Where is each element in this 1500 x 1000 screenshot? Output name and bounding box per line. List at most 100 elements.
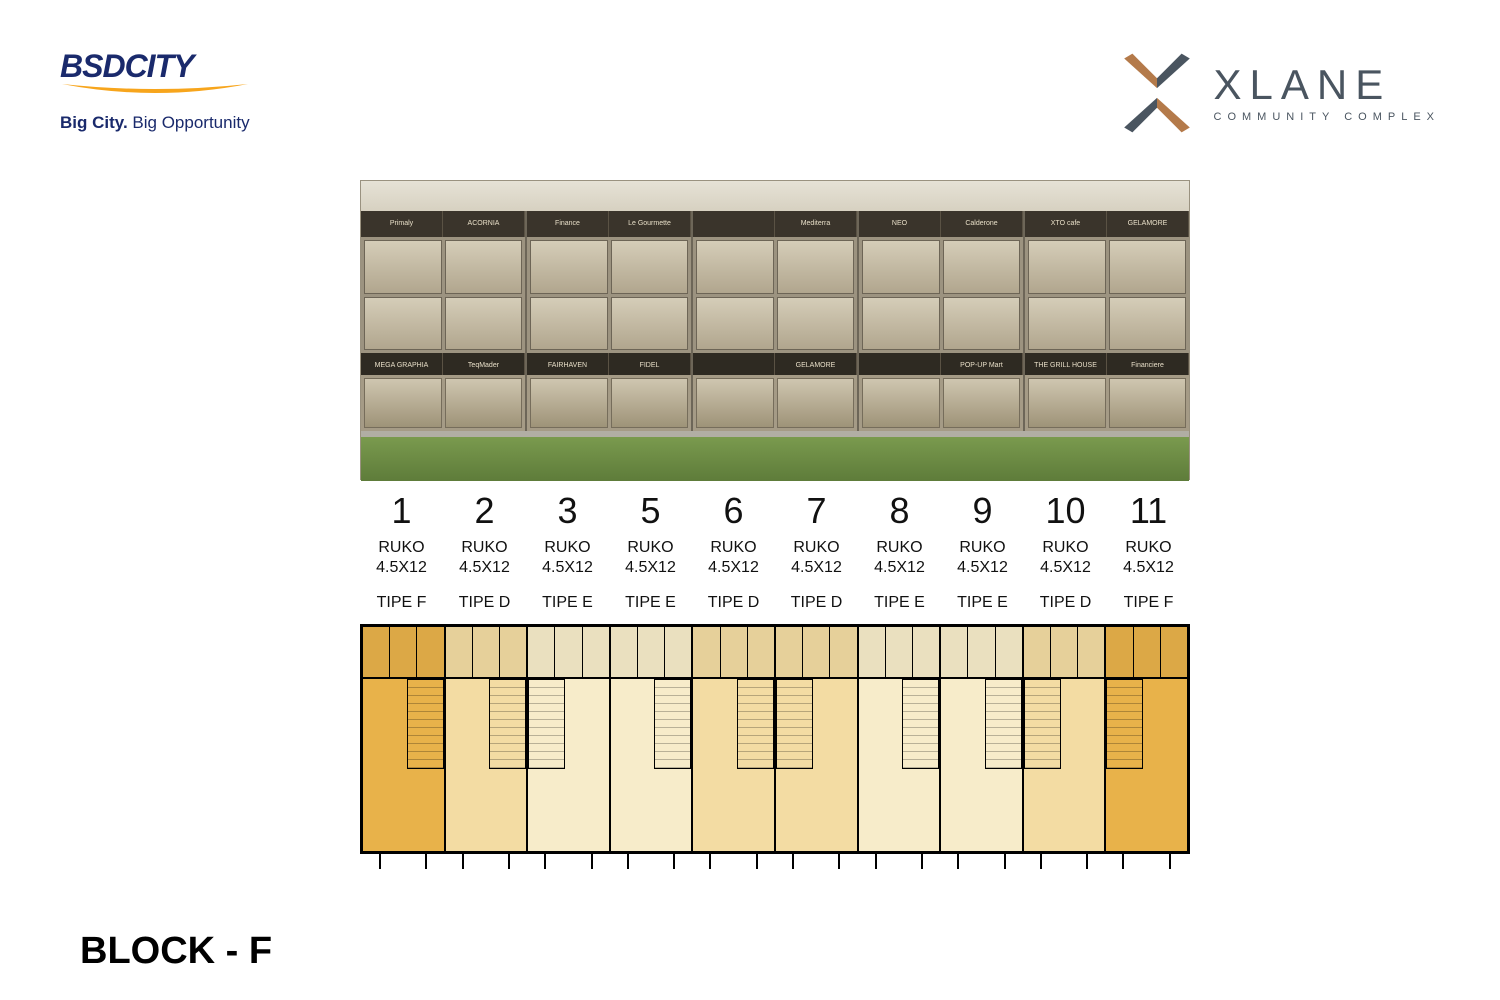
shop-sign: Financiere [1107,353,1189,375]
door [1109,378,1187,428]
bsd-city-logo: BSDCITY Big City. Big Opportunity [60,48,280,133]
unit-type-label: RUKO4.5X12 [1024,538,1107,578]
render-block: Mediterra GELAMORE [693,211,859,431]
unit-label: 9RUKO4.5X12TIPE E [941,490,1024,612]
plan-unit [1106,627,1187,851]
unit-number: 11 [1107,490,1190,532]
unit-type-label: RUKO4.5X12 [858,538,941,578]
plan-entry [792,851,840,869]
bsd-city-wordmark: BSDCITY [60,48,280,85]
plan-entry [875,851,923,869]
window [862,240,940,294]
plan-unit [859,627,942,851]
unit-type-label: RUKO4.5X12 [692,538,775,578]
plan-stairs [407,679,444,769]
unit-label: 3RUKO4.5X12TIPE E [526,490,609,612]
render-block: XTO cafeGELAMORETHE GRILL HOUSEFinancier… [1025,211,1189,431]
unit-tipe: TIPE F [360,594,443,612]
plan-service-strip [941,627,1022,679]
plan-service-strip [1106,627,1187,679]
plan-service-strip [859,627,940,679]
unit-number: 7 [775,490,858,532]
plan-stairs [528,679,565,769]
unit-tipe: TIPE E [858,594,941,612]
shop-sign: POP-UP Mart [941,353,1023,375]
shop-sign: GELAMORE [1107,211,1189,237]
plan-entry [627,851,675,869]
render-ground [361,431,1189,481]
unit-type-label: RUKO4.5X12 [526,538,609,578]
shop-sign: MEGA GRAPHIA [361,353,443,375]
unit-label: 10RUKO4.5X12TIPE D [1024,490,1107,612]
door [862,378,940,428]
unit-type-label: RUKO4.5X12 [775,538,858,578]
render-block: PrimalyACORNIAMEGA GRAPHIATeqMader [361,211,527,431]
plan-entry [709,851,757,869]
shop-sign: NEO [859,211,941,237]
plan-service-strip [446,627,527,679]
xlane-label-group: XLANE COMMUNITY COMPLEX [1214,64,1440,123]
unit-label: 2RUKO4.5X12TIPE D [443,490,526,612]
plan-stairs [1024,679,1061,769]
unit-tipe: TIPE F [1107,594,1190,612]
window [445,297,523,351]
shop-sign: Le Gourmette [609,211,691,237]
window [777,240,855,294]
plan-unit [941,627,1024,851]
plan-stairs [489,679,526,769]
unit-number: 6 [692,490,775,532]
unit-tipe: TIPE D [775,594,858,612]
plan-unit [528,627,611,851]
door [445,378,523,428]
shop-sign [859,353,941,375]
plan-unit [363,627,446,851]
unit-number: 1 [360,490,443,532]
xlane-subtitle: COMMUNITY COMPLEX [1214,112,1440,123]
window [530,297,608,351]
unit-number: 5 [609,490,692,532]
shop-sign [693,211,775,237]
window [696,297,774,351]
bsd-text: BSD [60,48,125,84]
unit-number: 2 [443,490,526,532]
render-facade: PrimalyACORNIAMEGA GRAPHIATeqMaderFinanc… [361,211,1189,431]
plan-stairs [737,679,774,769]
tagline-bold: Big City. [60,113,128,132]
window [862,297,940,351]
plan-unit [446,627,529,851]
shop-sign: GELAMORE [775,353,857,375]
shop-sign: Mediterra [775,211,857,237]
door [530,378,608,428]
render-block: NEOCalderone POP-UP Mart [859,211,1025,431]
window [1109,240,1187,294]
unit-label: 7 RUKO4.5X12 TIPE D [775,490,858,612]
plan-entry [462,851,510,869]
unit-type-label: RUKO4.5X12 [941,538,1024,578]
render-block: FinanceLe GourmetteFAIRHAVENFIDEL [527,211,693,431]
xlane-title: XLANE [1214,64,1440,106]
window [364,240,442,294]
unit-label: 8RUKO4.5X12TIPE E [858,490,941,612]
unit-tipe: TIPE D [692,594,775,612]
floor-plan [360,624,1190,854]
unit-type-label: RUKO4.5X12 [443,538,526,578]
block-title: BLOCK - F [80,930,272,973]
unit-label: 5RUKO4.5X12TIPE E [609,490,692,612]
window [611,240,689,294]
building-render: PrimalyACORNIAMEGA GRAPHIATeqMaderFinanc… [360,180,1190,480]
window [611,297,689,351]
plan-unit [1024,627,1107,851]
xlane-logo: XLANE COMMUNITY COMPLEX [1116,52,1440,134]
plan-service-strip [776,627,857,679]
shop-sign [693,353,775,375]
plan-service-strip [611,627,692,679]
shop-sign: Calderone [941,211,1023,237]
unit-type-label: RUKO4.5X12 [1107,538,1190,578]
render-sky [361,181,1189,211]
unit-label: 11 RUKO4.5X12 TIPE F [1107,490,1190,612]
bsd-tagline: Big City. Big Opportunity [60,113,280,133]
shop-sign: XTO cafe [1025,211,1107,237]
plan-service-strip [528,627,609,679]
swoosh-icon [60,82,250,98]
unit-tipe: TIPE E [941,594,1024,612]
